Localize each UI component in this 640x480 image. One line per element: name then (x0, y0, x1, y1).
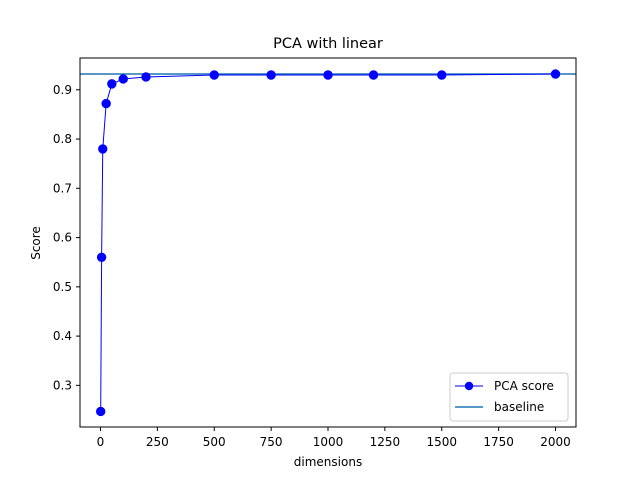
x-axis-ticks: 0 250 500 750 1000 1250 1500 1750 2000 (97, 427, 571, 449)
pca-score-point (550, 69, 561, 79)
pca-score-point (141, 72, 151, 82)
y-tick-label: 0.5 (53, 280, 72, 294)
legend-pca-score-label: PCA score (494, 379, 554, 393)
pca-score-point (118, 74, 128, 84)
pca-score-point (368, 70, 379, 80)
pca-score-point (266, 70, 276, 80)
x-tick-label: 1000 (313, 435, 344, 449)
y-axis-ticks: 0.3 0.4 0.5 0.6 0.7 0.8 0.9 (53, 83, 80, 392)
x-axis-label: dimensions (294, 455, 362, 469)
pca-score-point (209, 70, 219, 80)
y-axis-label: Score (29, 226, 43, 260)
y-tick-label: 0.4 (53, 329, 72, 343)
legend-box (449, 372, 569, 422)
legend-baseline-label: baseline (494, 400, 544, 414)
x-tick-label: 1750 (483, 435, 514, 449)
y-tick-label: 0.8 (53, 132, 72, 146)
pca-score-point (96, 252, 107, 262)
y-tick-label: 0.6 (53, 231, 72, 245)
pca-score-point (96, 406, 106, 417)
x-tick-label: 250 (146, 435, 169, 449)
pca-score-point (98, 144, 108, 154)
axes-frame (79, 57, 577, 428)
x-tick-label: 750 (260, 435, 283, 449)
x-tick-label: 1500 (426, 435, 457, 449)
x-tick-label: 2000 (540, 435, 571, 449)
legend-pca-score-marker (464, 381, 474, 391)
chart-title: PCA with linear (273, 36, 383, 52)
y-tick-label: 0.7 (53, 181, 72, 195)
y-tick-label: 0.9 (53, 83, 72, 97)
legend: PCA score baseline (449, 372, 569, 422)
pca-score-point (107, 79, 117, 89)
plot-area (79, 57, 577, 428)
x-tick-label: 500 (203, 435, 226, 449)
pca-score-line (100, 73, 556, 412)
pca-score-point (323, 70, 333, 80)
y-tick-label: 0.3 (53, 378, 72, 392)
x-tick-label: 1250 (370, 435, 401, 449)
pca-score-point (101, 98, 111, 109)
x-tick-label: 0 (97, 435, 105, 449)
pca-score-point (437, 70, 447, 80)
